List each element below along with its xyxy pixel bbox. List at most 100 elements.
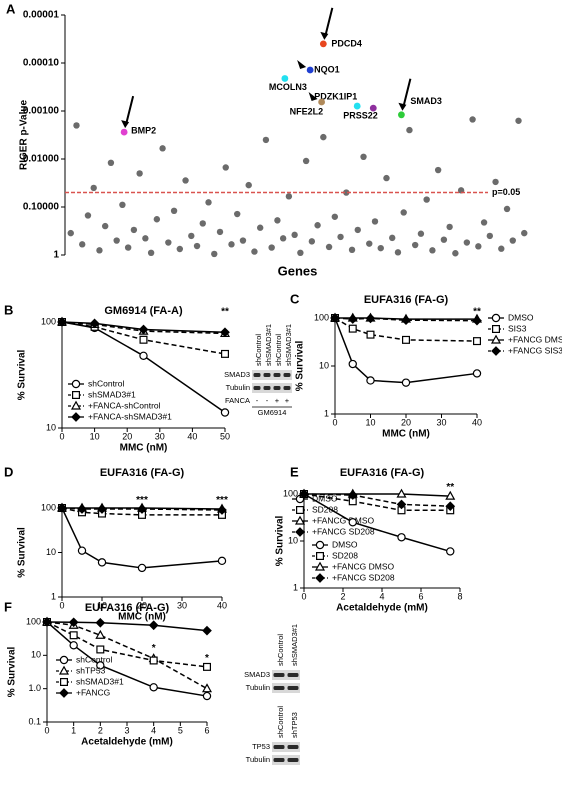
highlight-point: [318, 98, 326, 106]
gene-point: [170, 207, 178, 215]
arrow-shaft: [324, 7, 334, 37]
data-point: [396, 488, 407, 498]
gene-point: [302, 157, 310, 165]
y-tick-label: 10: [31, 650, 41, 660]
data-point: [96, 645, 105, 654]
row-label: Tubulin: [226, 383, 250, 392]
gene-point: [262, 136, 270, 144]
legend-marker: [315, 573, 325, 583]
gene-point: [475, 243, 482, 250]
legend-label: +FANCA-shSMAD3#1: [88, 411, 172, 421]
data-point: [445, 501, 456, 512]
gene-point: [371, 218, 379, 225]
y-tick-label: 0.01000: [23, 154, 60, 165]
series-line: [303, 493, 451, 553]
arrow-head: [398, 102, 407, 111]
data-point: [348, 359, 357, 369]
x-tick-label: 6: [204, 725, 209, 735]
x-tick-label: 30: [436, 417, 446, 427]
data-point: [347, 314, 358, 324]
band: [287, 745, 299, 749]
y-tick-label: 100: [283, 488, 298, 498]
highlight-point: [281, 75, 289, 82]
legend-marker: [58, 665, 70, 675]
data-point: [202, 691, 212, 701]
y-tick-label: 100: [41, 502, 56, 512]
gene-point: [205, 199, 212, 206]
data-point: [89, 318, 100, 329]
row-label: FANCA: [225, 396, 250, 405]
arrow-head: [308, 92, 318, 102]
x-tick-label: 0: [301, 591, 306, 601]
x-tick-label: 2: [98, 725, 103, 735]
x-tick-label: 40: [472, 417, 482, 427]
x-axis-label: MMC (nM): [118, 612, 166, 623]
gene-point: [366, 240, 373, 247]
arrow-head: [121, 120, 130, 129]
x-axis-label: Acetaldehyde (mM): [336, 603, 428, 614]
y-axis-label: % Survival: [275, 515, 286, 566]
blot-band: [252, 383, 292, 393]
data-point: [203, 662, 212, 671]
data-point: [397, 533, 406, 542]
highlight-point: [319, 40, 327, 48]
sign: +: [275, 396, 280, 405]
data-point: [148, 620, 159, 631]
gene-point: [360, 153, 367, 161]
gene-point: [383, 174, 390, 182]
y-tick-label: 100: [26, 616, 41, 626]
x-axis-label: MMC (nM): [120, 443, 168, 454]
x-tick-label: 40: [217, 600, 227, 610]
significance: **: [473, 306, 481, 317]
gene-point: [400, 209, 407, 216]
panel-letter: B: [4, 302, 13, 317]
chart-title: EUFA316 (FA-G): [340, 467, 425, 479]
y-tick-label: 0.00100: [23, 106, 60, 117]
y-axis-label: % Survival: [7, 646, 18, 697]
gene-point: [153, 216, 161, 223]
data-point: [472, 315, 482, 326]
y-tick-label: 10: [319, 360, 329, 370]
highlight-point: [369, 104, 377, 112]
highlight-point: [306, 66, 314, 74]
gene-point: [480, 219, 488, 226]
gene-point: [394, 249, 402, 256]
band: [287, 758, 299, 762]
gene-point: [434, 166, 442, 174]
legend-label: SIS3: [508, 323, 527, 333]
lane-label: shSMAD3#1: [264, 324, 273, 366]
y-tick-label: 1: [293, 582, 298, 592]
band: [283, 386, 291, 390]
gene-point: [73, 122, 80, 129]
gene-point: [159, 145, 166, 152]
legend-label: DMSO: [332, 539, 358, 549]
gene-label: SMAD3: [410, 96, 442, 106]
lane-label: shControl: [254, 334, 263, 366]
band: [273, 745, 285, 749]
gene-point: [320, 133, 327, 141]
legend-marker: [71, 412, 81, 422]
gene-point: [101, 222, 109, 230]
lane-label: shControl: [276, 706, 285, 738]
gene-point: [486, 232, 494, 240]
gene-point: [446, 223, 453, 231]
x-tick-label: 30: [177, 600, 187, 610]
gene-point: [96, 247, 103, 254]
legend-marker: [314, 561, 326, 571]
y-tick-label: 0.1: [28, 716, 41, 726]
chart-title: EUFA316 (FA-G): [100, 467, 185, 479]
legend-label: DMSO: [312, 493, 338, 503]
data-point: [68, 617, 79, 628]
gene-point: [337, 233, 344, 241]
gene-point: [279, 235, 287, 242]
row-label: Tubulin: [246, 755, 270, 764]
y-tick-label: 100: [41, 316, 56, 326]
legend-marker: [59, 655, 69, 665]
x-tick-label: 0: [59, 600, 64, 610]
gene-point: [107, 159, 115, 167]
x-tick-label: 40: [187, 431, 197, 441]
chart-title: EUFA316 (FA-G): [364, 294, 449, 306]
series-line: [61, 321, 226, 334]
x-tick-label: 0: [44, 725, 49, 735]
